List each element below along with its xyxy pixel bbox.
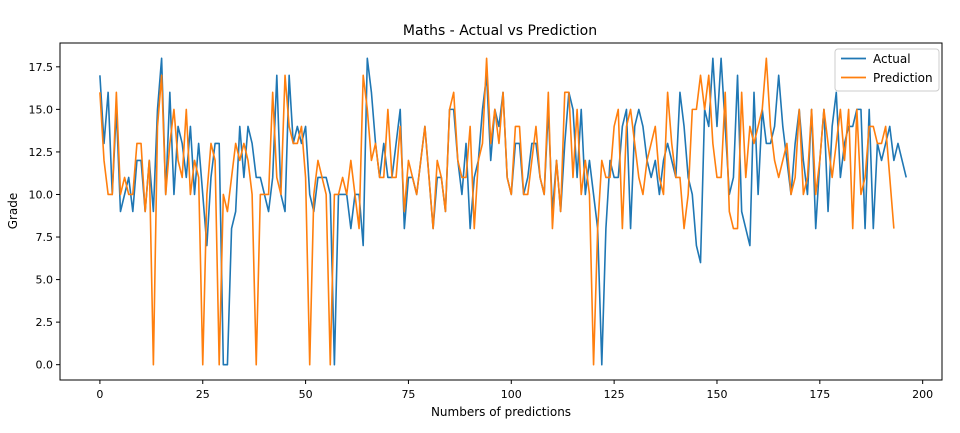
y-tick-label: 15.0 bbox=[29, 103, 54, 116]
x-tick-label: 200 bbox=[912, 388, 933, 401]
x-tick-label: 25 bbox=[196, 388, 210, 401]
x-tick-label: 100 bbox=[501, 388, 522, 401]
x-tick-label: 0 bbox=[96, 388, 103, 401]
x-tick-label: 125 bbox=[604, 388, 625, 401]
y-axis-label: Grade bbox=[6, 193, 20, 230]
legend: Actual Prediction bbox=[834, 48, 940, 92]
x-tick-label: 75 bbox=[401, 388, 415, 401]
legend-label-prediction: Prediction bbox=[873, 71, 933, 85]
x-axis-ticks: 0 25 50 75 100 125 150 175 200 bbox=[96, 380, 933, 401]
y-tick-label: 17.5 bbox=[29, 61, 54, 74]
plot-area: 0 25 50 75 100 125 150 175 200 0.0 2.5 5.0 7.5 10.0 1… bbox=[29, 42, 943, 401]
chart-title: Maths - Actual vs Prediction bbox=[403, 23, 597, 39]
x-tick-label: 50 bbox=[299, 388, 313, 401]
legend-box bbox=[834, 48, 940, 92]
y-tick-label: 7.5 bbox=[36, 231, 54, 244]
y-tick-label: 5.0 bbox=[36, 274, 54, 287]
y-tick-label: 12.5 bbox=[29, 146, 54, 159]
series-lines bbox=[99, 57, 907, 366]
y-tick-label: 0.0 bbox=[36, 359, 54, 372]
plot-frame bbox=[59, 42, 943, 381]
y-tick-label: 2.5 bbox=[36, 316, 54, 329]
y-tick-label: 10.0 bbox=[29, 188, 54, 201]
y-axis-ticks: 0.0 2.5 5.0 7.5 10.0 12.5 15.0 17.5 bbox=[29, 61, 60, 372]
x-axis-label: Numbers of predictions bbox=[431, 405, 571, 419]
series-line-prediction bbox=[99, 57, 895, 366]
x-tick-label: 175 bbox=[809, 388, 830, 401]
legend-label-actual: Actual bbox=[873, 52, 911, 66]
x-tick-label: 150 bbox=[706, 388, 727, 401]
